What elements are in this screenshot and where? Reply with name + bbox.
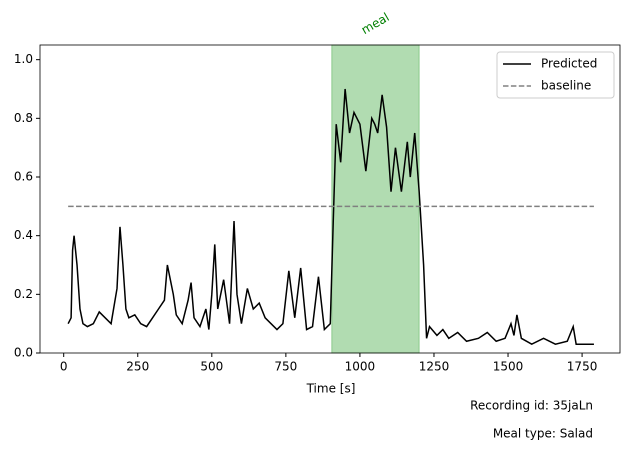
y-tick-label: 0.4 [14,228,33,242]
y-tick-label: 0.2 [14,287,33,301]
x-tick-label: 750 [274,360,297,374]
plot-frame [39,44,621,354]
y-tick-label: 0.0 [14,346,33,360]
x-tick-label: 1250 [419,360,450,374]
x-tick-label: 0 [60,360,68,374]
y-tick-label: 0.8 [14,111,33,125]
x-tick-label: 500 [200,360,223,374]
x-axis-label: Time [s] [306,382,356,396]
x-tick-label: 250 [126,360,149,374]
x-tick-label: 1000 [345,360,376,374]
note: Recording id: 35jaLn [470,399,593,413]
x-tick-label: 1750 [567,360,598,374]
y-tick-label: 0.6 [14,170,33,184]
legend-label: Predicted [541,57,597,71]
y-tick-label: 1.0 [14,52,33,66]
note: Meal type: Salad [493,427,593,441]
x-tick-label: 1500 [493,360,524,374]
line [67,88,594,346]
span-label: meal [359,10,392,37]
legend-label: baseline [541,79,591,93]
